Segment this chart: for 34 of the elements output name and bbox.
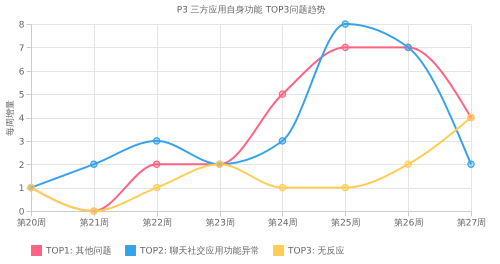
x-tick-label: 第23周 — [205, 218, 235, 228]
point — [342, 44, 350, 52]
y-tick-label: 6 — [18, 67, 25, 78]
x-tick-label: 第26周 — [394, 218, 424, 228]
legend-label: TOP3: 无反应 — [287, 246, 345, 257]
legend-label: TOP2: 聊天社交应用功能异常 — [139, 246, 260, 257]
x-tick-label: 第20周 — [16, 218, 46, 228]
y-tick-label: 2 — [18, 160, 24, 171]
y-tick-label: 0 — [18, 208, 25, 218]
y-tick-label: 8 — [18, 20, 25, 30]
point — [342, 20, 350, 28]
y-tick-label: 4 — [18, 114, 25, 124]
x-tick-label: 第27周 — [456, 218, 486, 228]
y-axis-title: 每周增量 — [4, 100, 16, 136]
x-tick-label: 第22周 — [142, 218, 172, 228]
chart-title: P3 三方应用自身功能 TOP3问题趋势 — [176, 4, 326, 16]
y-tick-label: 7 — [18, 44, 24, 54]
point — [90, 160, 98, 168]
point — [467, 160, 475, 168]
point — [152, 160, 160, 168]
point — [152, 137, 160, 145]
point — [278, 137, 286, 145]
x-tick-label: 第21周 — [80, 218, 110, 228]
y-tick-label: 3 — [18, 137, 24, 148]
x-tick-label: 第24周 — [268, 218, 298, 228]
point — [278, 184, 286, 192]
legend-label: TOP1: 其他问题 — [45, 246, 112, 257]
x-tick-label: 第25周 — [331, 218, 361, 228]
point — [278, 90, 286, 98]
point — [342, 184, 350, 192]
y-tick-label: 1 — [18, 184, 24, 194]
y-tick-label: 5 — [18, 90, 24, 101]
point — [404, 160, 412, 168]
point — [152, 184, 160, 192]
